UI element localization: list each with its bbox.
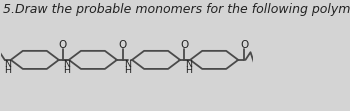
Text: H: H bbox=[124, 66, 131, 75]
Text: O: O bbox=[180, 40, 188, 50]
Text: O: O bbox=[59, 40, 67, 50]
Text: N: N bbox=[4, 60, 11, 69]
Text: H: H bbox=[185, 66, 192, 75]
Text: O: O bbox=[240, 40, 248, 50]
Text: N: N bbox=[124, 60, 131, 69]
Text: H: H bbox=[64, 66, 71, 75]
Text: H: H bbox=[4, 66, 11, 75]
Text: N: N bbox=[64, 60, 71, 69]
Text: O: O bbox=[119, 40, 127, 50]
Text: N: N bbox=[185, 60, 192, 69]
Text: 5.Draw the probable monomers for the following polymer:: 5.Draw the probable monomers for the fol… bbox=[3, 3, 350, 16]
